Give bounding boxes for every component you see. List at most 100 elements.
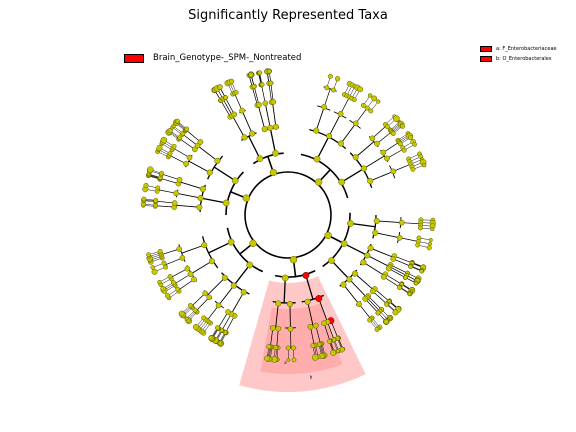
- taxon-node: [384, 124, 390, 130]
- taxon-node: [426, 245, 432, 251]
- taxon-node: [240, 289, 247, 296]
- clade-legend-label: b: O_Enterobacterales: [496, 56, 552, 62]
- taxon-node: [268, 80, 274, 86]
- taxon-node: [315, 178, 323, 186]
- taxon-node: [312, 322, 319, 329]
- taxon-node: [257, 70, 263, 76]
- taxon-node: [369, 288, 376, 295]
- taxon-node: [398, 219, 405, 226]
- taxon-node: [184, 265, 191, 272]
- branch-line: [306, 300, 314, 326]
- taxon-node: [191, 276, 197, 283]
- taxon-node: [246, 261, 253, 269]
- branch-line: [362, 261, 384, 276]
- branch-line: [188, 160, 211, 174]
- taxon-node: [321, 104, 328, 110]
- branch-arc: [380, 149, 389, 163]
- taxon-node: [202, 290, 209, 297]
- taxon-node: [313, 127, 320, 134]
- taxon-node: [217, 84, 223, 90]
- class-legend-label: Brain_Genotype-_SPM-_Nontreated: [153, 53, 302, 63]
- taxon-node: [157, 248, 163, 254]
- branch-arc: [203, 290, 213, 299]
- taxon-node: [176, 246, 183, 252]
- taxon-node: [186, 154, 193, 161]
- branch-line: [366, 254, 389, 267]
- taxon-node: [141, 196, 147, 202]
- taxon-node: [267, 124, 274, 131]
- taxon-node: [419, 269, 424, 274]
- branch-arc: [300, 153, 349, 199]
- taxon-node: [356, 301, 362, 307]
- taxon-node: [307, 323, 314, 330]
- branch-line: [231, 291, 245, 314]
- branch-line: [353, 272, 374, 290]
- taxon-node: [163, 264, 169, 270]
- taxon-node: [286, 300, 293, 308]
- taxon-node: [192, 323, 200, 331]
- taxon-node: [157, 279, 162, 285]
- taxon-node: [346, 276, 353, 283]
- branch-line: [362, 155, 385, 170]
- taxon-node: [390, 131, 396, 137]
- taxon-node: [396, 234, 403, 241]
- branch-line: [198, 145, 219, 162]
- taxon-node: [392, 309, 399, 316]
- taxon-node: [179, 255, 186, 261]
- taxon-node: [222, 199, 230, 207]
- branch-arc: [178, 244, 186, 263]
- taxon-node: [167, 128, 173, 134]
- taxon-node: [155, 185, 161, 191]
- clade-legend: a: F_Enterobacteriaceae b: O_Enterobacte…: [480, 44, 557, 64]
- taxon-node: [362, 296, 369, 302]
- taxon-node: [285, 345, 291, 351]
- taxon-node: [287, 326, 294, 332]
- taxon-node: [428, 241, 433, 246]
- taxon-node: [160, 285, 166, 292]
- taxon-node: [233, 90, 239, 95]
- taxon-node: [326, 133, 333, 140]
- taxon-node: [167, 274, 173, 279]
- branch-line: [175, 204, 201, 208]
- taxon-node: [390, 168, 397, 175]
- taxon-node: [376, 99, 381, 104]
- taxon-node: [196, 204, 203, 211]
- taxon-node: [304, 298, 311, 305]
- class-legend: Brain_Genotype-_SPM-_Nontreated: [124, 52, 301, 64]
- taxon-node: [390, 256, 397, 262]
- taxon-node: [360, 259, 367, 266]
- taxon-node: [286, 358, 291, 362]
- taxon-node: [430, 227, 435, 232]
- taxon-node: [334, 76, 341, 82]
- taxon-node: [340, 240, 348, 247]
- branch-arc: [368, 136, 379, 148]
- branch-arc: [207, 155, 224, 180]
- branch-line: [191, 260, 214, 275]
- branch-arc: [323, 86, 337, 92]
- taxon-node: [291, 345, 296, 351]
- taxon-node: [228, 78, 235, 85]
- taxon-node: [384, 301, 389, 307]
- taxon-node: [281, 274, 289, 282]
- branch-line: [176, 192, 202, 199]
- taxon-node: [264, 355, 271, 362]
- branch-line: [328, 114, 341, 138]
- branch-line: [342, 283, 359, 304]
- root-ring: [244, 171, 332, 259]
- taxon-node: [324, 231, 332, 240]
- taxon-node: [187, 302, 193, 308]
- branch-line: [207, 276, 226, 295]
- branch-line: [179, 181, 204, 190]
- branch-line: [348, 278, 367, 298]
- taxon-node: [178, 310, 185, 317]
- branch-line: [258, 105, 266, 131]
- taxon-node: [360, 165, 367, 172]
- taxon-node: [171, 200, 178, 206]
- taxon-node: [183, 160, 190, 167]
- branch-line: [369, 171, 393, 182]
- taxon-node: [407, 134, 414, 141]
- taxon-node: [176, 176, 183, 183]
- branch-line: [369, 247, 394, 258]
- taxon-node: [197, 194, 204, 202]
